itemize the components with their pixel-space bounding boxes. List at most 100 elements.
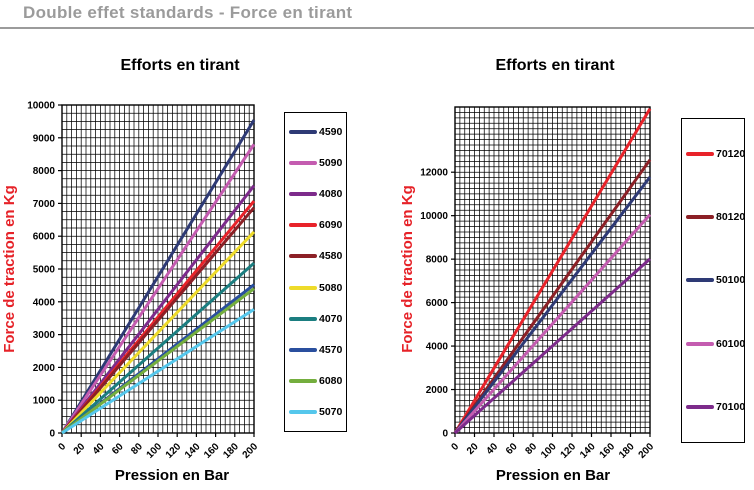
x-tick-label: 40	[91, 441, 107, 457]
y-tick-label: 5000	[33, 265, 56, 276]
legend-line-swatch	[289, 191, 317, 196]
legend-item: 80120	[682, 211, 746, 224]
legend-line-swatch	[686, 405, 714, 410]
legend-label: 50100	[716, 274, 746, 287]
legend-line-swatch	[289, 316, 317, 321]
legend-label: 4070	[319, 312, 343, 325]
x-tick-label: 120	[559, 441, 579, 461]
y-axis-title: Force de traction en Kg	[1, 185, 18, 353]
x-tick-label: 140	[183, 441, 203, 461]
x-tick-label: 0	[449, 441, 461, 453]
y-tick-label: 2000	[426, 385, 449, 396]
legend-label: 4590	[319, 125, 343, 138]
legend-item: 4580	[285, 250, 346, 262]
x-tick-label: 80	[129, 441, 145, 457]
legend-item: 4570	[285, 344, 346, 356]
x-tick-label: 0	[56, 441, 68, 453]
legend-item: 5080	[285, 282, 346, 294]
x-tick-label: 160	[202, 441, 222, 461]
x-tick-label: 200	[637, 441, 657, 461]
x-tick-label: 180	[617, 441, 637, 461]
page-title: Double effet standards - Force en tirant	[23, 3, 353, 22]
right-legend: 70120 80120 50100 60100 70100	[681, 118, 745, 443]
y-tick-label: 3000	[33, 330, 56, 341]
x-tick-label: 20	[72, 441, 88, 457]
series-line-5070	[61, 308, 255, 435]
y-tick-label: 9000	[33, 133, 56, 144]
legend-label: 5090	[319, 156, 343, 169]
legend-label: 60100	[716, 337, 746, 350]
y-tick-label: 7000	[33, 199, 56, 210]
legend-line-swatch	[289, 129, 317, 134]
y-tick-label: 1000	[33, 396, 56, 407]
x-tick-label: 160	[598, 441, 618, 461]
y-axis-title: Force de traction en Kg	[400, 185, 416, 353]
legend-line-swatch	[686, 341, 714, 346]
series-line-60100	[453, 213, 652, 434]
series-line-80120	[453, 158, 652, 434]
legend-line-swatch	[289, 379, 317, 384]
x-tick-label: 40	[484, 441, 500, 457]
series-line-50100	[453, 176, 652, 434]
legend-line-swatch	[686, 278, 714, 283]
y-tick-label: 10000	[27, 101, 55, 112]
x-tick-label: 200	[241, 441, 261, 461]
chart-title: Efforts en tirant	[120, 57, 240, 74]
x-tick-label: 180	[221, 441, 241, 461]
legend-label: 6080	[319, 375, 343, 388]
x-tick-label: 60	[504, 441, 520, 457]
series-line-70120	[453, 107, 652, 434]
x-axis-title: Pression en Bar	[496, 467, 610, 484]
y-tick-label: 6000	[33, 232, 56, 243]
legend-line-swatch	[289, 347, 317, 352]
series-line-4080	[60, 184, 256, 434]
legend-label: 80120	[716, 211, 746, 224]
y-tick-label: 2000	[33, 363, 56, 374]
legend-item: 4070	[285, 313, 346, 325]
legend-item: 50100	[682, 274, 746, 287]
y-tick-label: 4000	[33, 297, 56, 308]
x-tick-label: 120	[164, 441, 184, 461]
left-legend: 4590 5090 4080 6090 4580 5080 4070 4570 6080 5070	[284, 112, 347, 432]
x-tick-label: 20	[465, 441, 481, 457]
series-line-5090	[60, 143, 256, 434]
legend-line-swatch	[686, 151, 714, 156]
legend-line-swatch	[289, 285, 317, 290]
legend-item: 5070	[285, 406, 346, 418]
x-tick-label: 100	[145, 441, 165, 461]
legend-item: 4080	[285, 188, 346, 200]
legend-line-swatch	[289, 254, 317, 259]
legend-label: 4080	[319, 187, 343, 200]
legend-label: 70120	[716, 147, 746, 160]
legend-item: 6090	[285, 219, 346, 231]
plot-area: 0100020003000400050006000700080009000100…	[27, 101, 260, 461]
legend-item: 60100	[682, 337, 746, 350]
legend-item: 70120	[682, 147, 746, 160]
chart-title: Efforts en tirant	[495, 57, 615, 74]
series-line-4590	[60, 119, 256, 434]
legend-label: 6090	[319, 219, 343, 232]
x-tick-label: 80	[523, 441, 539, 457]
legend-label: 4570	[319, 343, 343, 356]
y-tick-label: 12000	[420, 168, 448, 179]
series-line-4580	[60, 206, 256, 434]
legend-item: 6080	[285, 375, 346, 387]
legend-line-swatch	[289, 223, 317, 228]
y-tick-label: 8000	[33, 166, 56, 177]
legend-line-swatch	[289, 410, 317, 415]
x-axis-title: Pression en Bar	[115, 467, 229, 484]
y-tick-label: 8000	[426, 255, 449, 266]
y-tick-label: 0	[49, 429, 55, 440]
legend-item: 70100	[682, 401, 745, 413]
y-tick-label: 4000	[426, 342, 449, 353]
x-tick-label: 100	[539, 441, 559, 461]
left-chart: Efforts en tirant Force de traction en K…	[1, 57, 260, 484]
series-line-5080	[60, 230, 256, 435]
right-chart: Efforts en tirant Force de traction en K…	[400, 57, 657, 484]
legend-item: 5090	[285, 157, 346, 169]
legend-label: 4580	[319, 250, 343, 263]
legend-line-swatch	[289, 160, 317, 165]
series-line-70100	[454, 257, 651, 435]
